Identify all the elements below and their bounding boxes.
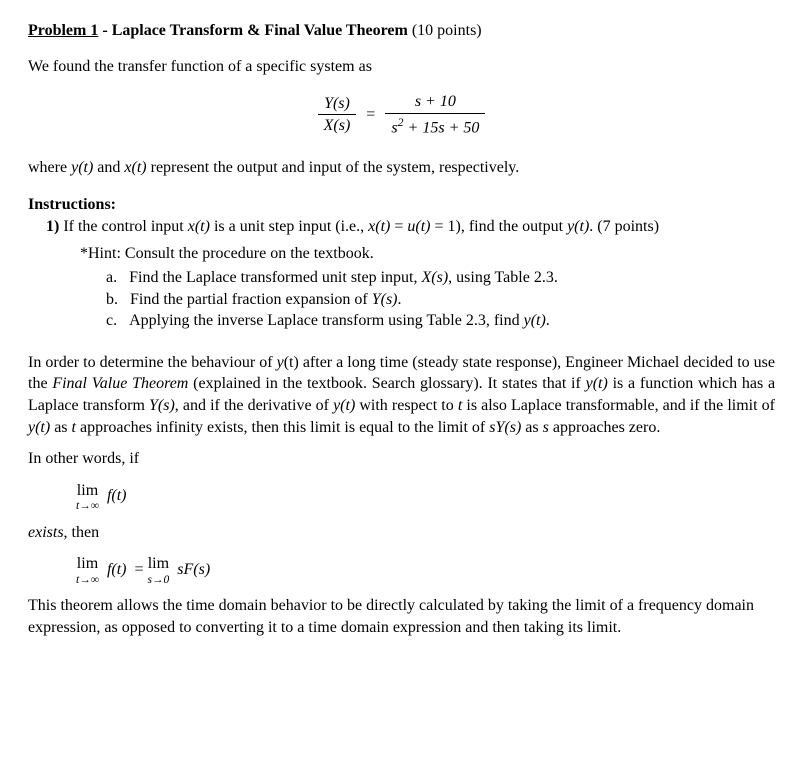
sub-c: c. Applying the inverse Laplace transfor… (106, 310, 775, 332)
title-topic: Laplace Transform & Final Value Theorem (112, 22, 408, 39)
limit-1: lim t→∞ f(t) (76, 480, 775, 512)
lim-1-op: lim t→∞ (76, 480, 99, 512)
lim-2-right-op: lim s→0 (148, 553, 170, 585)
title-points: (10 points) (408, 22, 482, 39)
title-dash: - (98, 22, 111, 39)
where-text: where y(t) and x(t) represent the output… (28, 157, 775, 179)
instructions-heading: Instructions: (28, 194, 775, 216)
in-other-words: In other words, if (28, 448, 775, 470)
eq-lhs-fraction: Y(s) X(s) (318, 93, 357, 137)
sub-steps: a. Find the Laplace transformed unit ste… (106, 267, 775, 332)
exists-text: exists, then (28, 522, 775, 544)
lim-2-eq: = (134, 559, 143, 581)
hint-text: *Hint: Consult the procedure on the text… (80, 243, 775, 265)
closing-paragraph: This theorem allows the time domain beha… (28, 595, 775, 638)
lim-1-fn: f(t) (107, 485, 127, 507)
transfer-function-equation: Y(s) X(s) = s + 10 s2 + 15s + 50 (28, 91, 775, 139)
sub-a: a. Find the Laplace transformed unit ste… (106, 267, 775, 289)
lim-2-left-op: lim t→∞ (76, 553, 99, 585)
eq-lhs-den: X(s) (318, 115, 357, 137)
eq-rhs-fraction: s + 10 s2 + 15s + 50 (385, 91, 485, 139)
sub-b: b. Find the partial fraction expansion o… (106, 289, 775, 311)
title-problem: Problem 1 (28, 22, 98, 39)
eq-rhs-num: s + 10 (385, 91, 485, 114)
intro-text: We found the transfer function of a spec… (28, 56, 775, 78)
eq-rhs-den: s2 + 15s + 50 (385, 114, 485, 139)
eq-lhs-num: Y(s) (318, 93, 357, 116)
eq-equals: = (360, 104, 381, 126)
limit-2: lim t→∞ f(t) = lim s→0 sF(s) (76, 553, 775, 585)
lim-2-left-fn: f(t) (107, 559, 127, 581)
instruction-1: 1) If the control input x(t) is a unit s… (46, 216, 775, 238)
lim-2-right-fn: sF(s) (177, 559, 210, 581)
fvt-paragraph: In order to determine the behaviour of y… (28, 352, 775, 438)
problem-title: Problem 1 - Laplace Transform & Final Va… (28, 20, 775, 42)
